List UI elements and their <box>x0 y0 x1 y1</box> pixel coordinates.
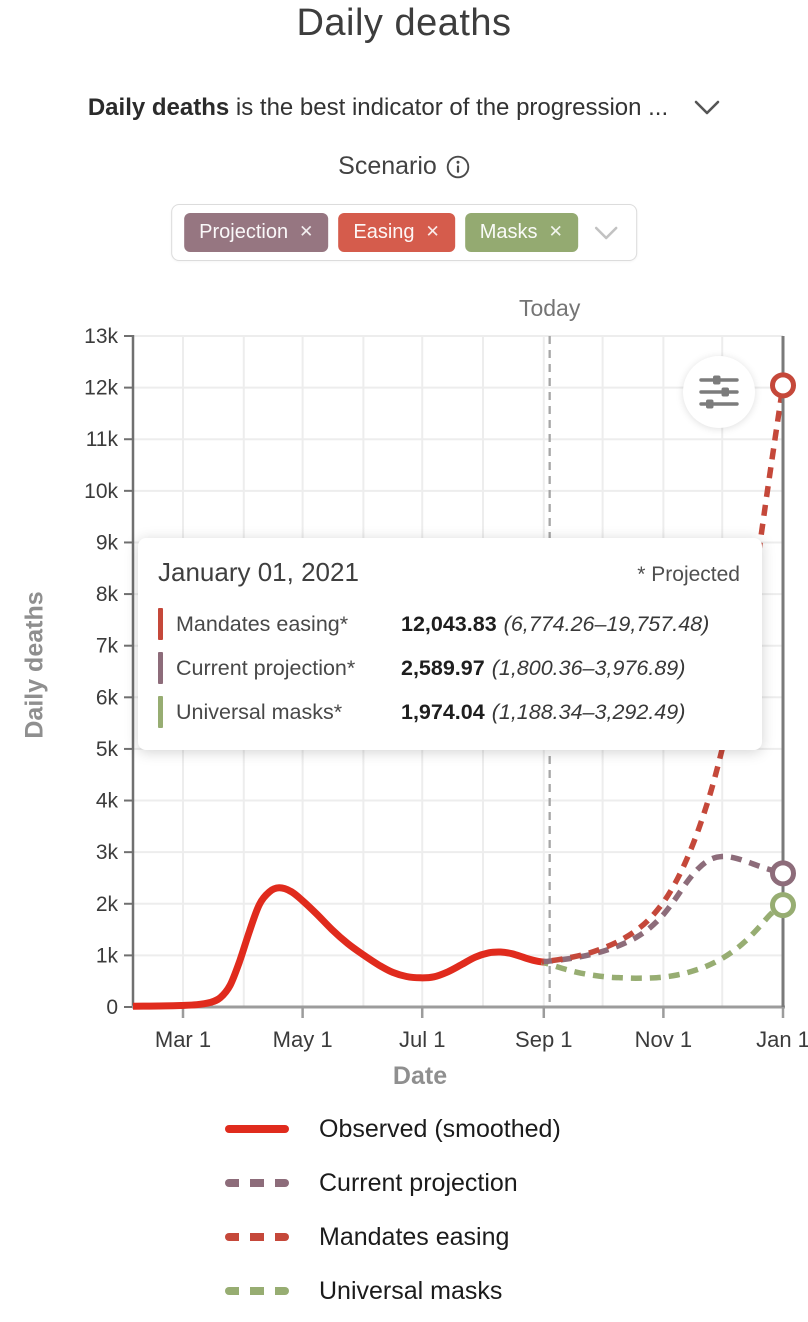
x-tick-label: Jan 1 <box>756 1027 808 1052</box>
y-tick-label: 11k <box>86 428 119 451</box>
legend: Observed (smoothed) Current projection M… <box>225 1102 561 1318</box>
tooltip-date: January 01, 2021 <box>158 557 359 587</box>
scenario-chip-masks[interactable]: Masks ✕ <box>464 213 578 252</box>
tooltip-row-value: 1,974.04 <box>401 699 485 724</box>
scenario-chip-bar: Projection ✕ Easing ✕ Masks ✕ <box>171 204 637 261</box>
tooltip-row-color-bar <box>158 652 163 684</box>
today-label: Today <box>519 295 581 321</box>
endpoint-marker-universal-masks[interactable] <box>770 892 796 919</box>
x-tick-label: Sep 1 <box>515 1027 573 1052</box>
chart-settings-button[interactable] <box>683 356 755 428</box>
sliders-icon <box>699 375 739 409</box>
chip-close-icon[interactable]: ✕ <box>299 221 314 241</box>
legend-swatch <box>225 1287 289 1295</box>
y-tick-label: 9k <box>96 531 119 554</box>
y-tick-label: 7k <box>96 635 119 658</box>
subtitle-rest: is the best indicator of the progression… <box>229 94 669 121</box>
chip-label: Easing <box>353 221 415 243</box>
y-tick-label: 3k <box>96 841 119 864</box>
endpoint-marker-mandates-easing[interactable] <box>770 372 796 399</box>
legend-label: Observed (smoothed) <box>319 1114 561 1143</box>
chip-label: Masks <box>479 221 538 243</box>
tooltip-projected-note: * Projected <box>637 563 740 586</box>
x-tick-label: Jul 1 <box>399 1027 445 1052</box>
scenario-chip-projection[interactable]: Projection ✕ <box>184 213 329 252</box>
legend-label: Universal masks <box>319 1276 503 1305</box>
y-tick-label: 1k <box>96 944 119 967</box>
tooltip-row-label: Current projection* <box>176 655 356 680</box>
legend-item: Observed (smoothed) <box>225 1102 561 1156</box>
chip-label: Projection <box>199 221 289 243</box>
tooltip-row: Universal masks* 1,974.04 (1,188.34–3,29… <box>158 690 740 734</box>
scenario-label: Scenario <box>338 152 437 180</box>
tooltip-row-label: Universal masks* <box>176 699 343 724</box>
y-tick-label: 6k <box>96 686 119 709</box>
chip-close-icon[interactable]: ✕ <box>548 221 563 241</box>
x-axis-title: Date <box>392 1062 448 1090</box>
x-tick-label: May 1 <box>273 1027 333 1052</box>
page-title: Daily deaths <box>296 2 512 44</box>
legend-item: Current projection <box>225 1156 561 1210</box>
tooltip-row-value: 12,043.83 <box>401 611 497 636</box>
series-line-universal-masks <box>540 902 785 981</box>
subtitle-bold: Daily deaths <box>87 94 230 121</box>
tooltip-row-value: 2,589.97 <box>401 655 485 680</box>
tooltip-row: Current projection* 2,589.97 (1,800.36–3… <box>158 646 740 690</box>
scenario-heading: Scenario <box>0 152 808 181</box>
tooltip-row-range: (1,800.36–3,976.89) <box>491 655 686 680</box>
endpoint-marker-current-projection[interactable] <box>770 860 796 887</box>
series-line-current-projection <box>541 853 784 965</box>
tooltip-row-range: (6,774.26–19,757.48) <box>503 611 710 636</box>
legend-swatch <box>225 1179 289 1187</box>
tooltip-row-color-bar <box>158 696 163 728</box>
series-line-observed-smoothed- <box>132 884 549 1010</box>
legend-item: Mandates easing <box>225 1210 561 1264</box>
y-tick-label: 10k <box>84 480 118 503</box>
x-tick-label: Mar 1 <box>155 1027 211 1052</box>
y-axis-title: Daily deaths <box>20 591 49 739</box>
legend-label: Current projection <box>319 1168 518 1197</box>
y-tick-label: 12k <box>84 377 118 400</box>
subtitle-text: Daily deaths is the best indicator of th… <box>88 94 668 122</box>
tooltip-row: Mandates easing* 12,043.83 (6,774.26–19,… <box>158 602 740 646</box>
tooltip-row-label: Mandates easing* <box>176 611 349 636</box>
y-tick-label: 2k <box>96 893 119 916</box>
y-tick-label: 5k <box>96 738 119 761</box>
subtitle: Daily deaths is the best indicator of th… <box>0 94 808 122</box>
scenario-chip-easing[interactable]: Easing ✕ <box>338 213 455 252</box>
legend-item: Universal masks <box>225 1264 561 1318</box>
series-line-mandates-easing <box>541 384 786 965</box>
y-tick-label: 8k <box>96 583 119 606</box>
legend-swatch <box>225 1233 289 1241</box>
chip-close-icon[interactable]: ✕ <box>425 221 440 241</box>
chart-tooltip: January 01, 2021 * Projected Mandates ea… <box>138 538 762 750</box>
y-tick-label: 13k <box>84 325 118 348</box>
legend-swatch <box>225 1125 289 1133</box>
legend-label: Mandates easing <box>319 1222 510 1251</box>
y-tick-label: 4k <box>96 790 119 813</box>
x-tick-label: Nov 1 <box>635 1027 692 1052</box>
y-tick-label: 0 <box>106 996 118 1019</box>
subtitle-expand-chevron-icon[interactable] <box>694 100 720 116</box>
tooltip-row-range: (1,188.34–3,292.49) <box>491 699 686 724</box>
scenario-dropdown-chevron-icon[interactable] <box>594 226 618 240</box>
tooltip-row-color-bar <box>158 608 163 640</box>
info-icon[interactable] <box>446 155 470 179</box>
